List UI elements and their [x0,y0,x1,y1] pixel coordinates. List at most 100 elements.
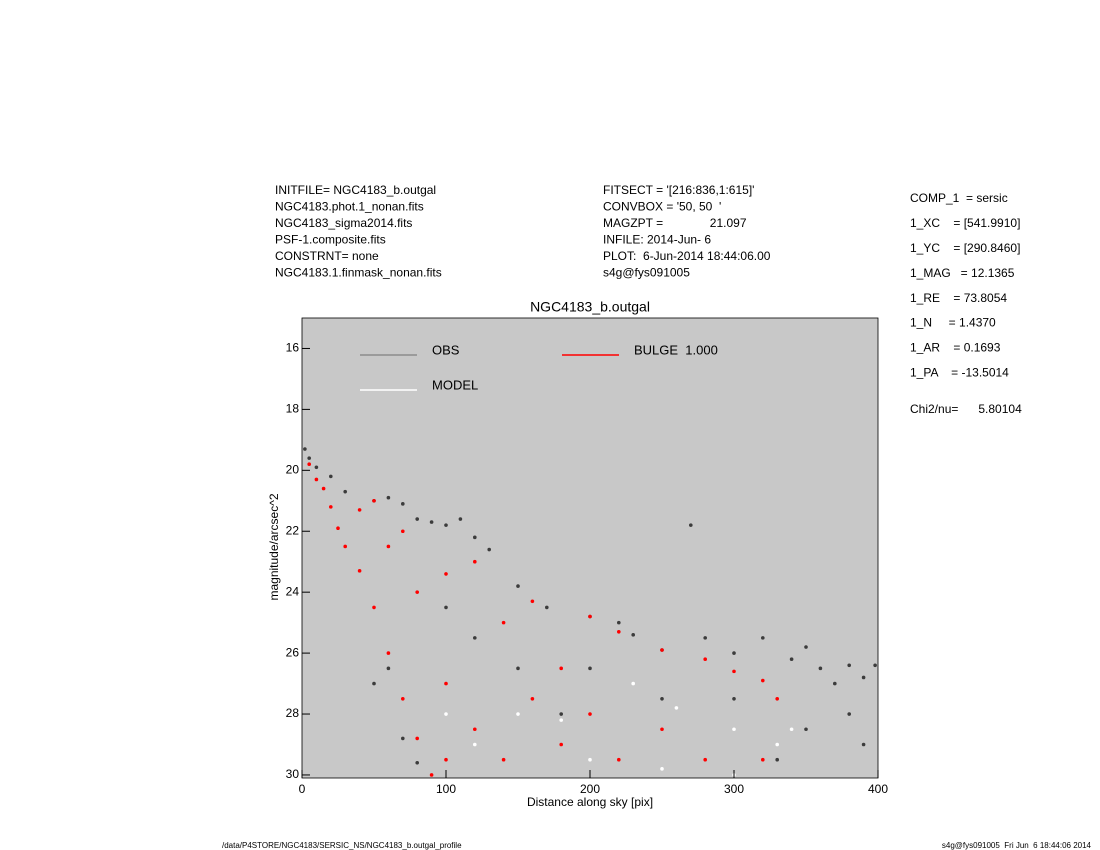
point [386,651,391,655]
param: 1_XC = [541.9910] [910,216,1020,230]
header-left: NGC4183.phot.1_nonan.fits [275,200,424,214]
param: COMP_1 = sersic [910,191,1008,205]
point [530,599,535,604]
point [559,712,563,716]
point [804,727,808,732]
x-tick-label: 300 [724,782,744,796]
point [415,736,420,741]
point [415,590,420,594]
y-tick-label: 18 [286,402,300,416]
y-tick-label: 26 [286,645,300,659]
point [559,718,563,722]
point [631,681,635,686]
point [761,678,765,683]
point [660,727,664,732]
point [660,648,664,652]
point [386,495,391,500]
point [329,505,333,509]
point [429,773,434,777]
point [329,474,333,479]
point [473,535,477,540]
point [516,584,520,588]
plot-area [302,318,878,778]
point [444,757,448,762]
point [473,559,477,564]
point [303,447,307,451]
header-middle: CONVBOX = '50, 50 ' [603,200,721,214]
x-tick-label: 400 [868,782,888,796]
y-tick-label: 20 [286,462,300,476]
y-tick-label: 24 [286,584,300,598]
point [761,636,765,640]
point [415,760,420,765]
point [336,526,340,530]
point [761,757,765,762]
point [516,712,520,716]
header-left: NGC4183.1.finmask_nonan.fits [275,266,442,280]
param: 1_YC = [290.8460] [910,241,1020,255]
point [357,569,362,573]
point [703,657,707,661]
point [501,620,506,625]
header-left: NGC4183_sigma2014.fits [275,216,412,230]
point [473,727,477,732]
point [588,614,592,619]
point [660,696,664,701]
point [372,681,376,686]
point [617,757,621,762]
footer-left: /data/P4STORE/NGC4183/SERSIC_NS/NGC4183_… [222,841,462,850]
point [401,696,405,701]
point [415,517,420,521]
x-tick-label: 100 [436,782,456,796]
header-middle: INFILE: 2014-Jun- 6 [603,233,711,247]
point [789,727,794,732]
point [617,620,621,625]
chart-title: NGC4183_b.outgal [530,299,650,315]
point [674,706,679,710]
param: 1_RE = 73.8054 [910,291,1007,305]
point [703,757,707,762]
point [789,657,794,661]
param: 1_MAG = 12.1365 [910,266,1015,280]
point [689,523,693,527]
point [307,456,312,460]
point [386,666,391,671]
header-left: CONSTRNT= none [275,249,379,263]
series [307,462,779,777]
footer-right: s4g@fys091005 Fri Jun 6 18:44:06 2014 [942,841,1092,850]
point [429,520,434,524]
point [775,742,779,747]
point [516,666,520,671]
point [588,666,592,671]
point [732,651,736,655]
point [444,605,448,610]
point [873,663,877,668]
y-tick-label: 28 [286,706,300,720]
point [458,517,463,521]
point [847,663,851,668]
x-tick-label: 0 [299,782,306,796]
point [588,757,592,762]
point [559,742,563,747]
point [804,645,808,649]
point [401,736,405,741]
x-tick-label: 200 [580,782,600,796]
point [444,523,448,527]
header-middle: MAGZPT = 21.097 [603,216,747,230]
header-left: PSF-1.composite.fits [275,233,386,247]
point [530,696,535,701]
point [847,712,851,716]
point [314,477,319,482]
point [818,666,823,671]
y-axis-label: magnitude/arcsec^2 [267,493,281,600]
point [473,742,477,747]
point [833,681,837,686]
point [732,669,736,674]
point [314,465,319,470]
point [775,757,779,762]
point [703,636,707,640]
point [307,462,312,467]
y-tick-label: 16 [286,341,300,355]
point [775,696,779,701]
